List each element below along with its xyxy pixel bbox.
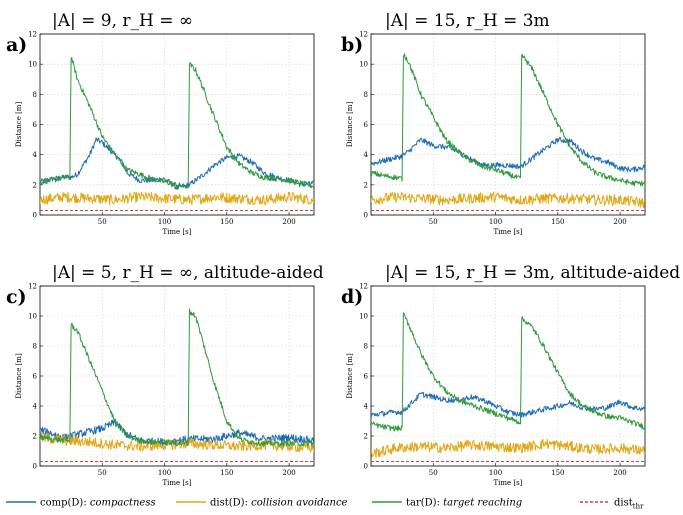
y-tick-label: 6 bbox=[33, 373, 38, 381]
x-tick-label: 150 bbox=[551, 469, 564, 477]
legend: comp(D): compactness dist(D): collision a… bbox=[6, 498, 644, 511]
series-line-target-reaching bbox=[371, 53, 645, 187]
x-tick-label: 100 bbox=[158, 469, 171, 477]
y-tick-label: 4 bbox=[364, 151, 369, 159]
y-tick-label: 4 bbox=[364, 403, 369, 411]
series-line-target-reaching bbox=[40, 57, 314, 189]
y-tick-label: 12 bbox=[359, 31, 368, 39]
legend-label-comp: comp(D): compactness bbox=[40, 498, 156, 509]
legend-label-thr: distthr bbox=[614, 498, 644, 511]
series-line-compactness bbox=[40, 137, 314, 191]
y-tick-label: 12 bbox=[28, 31, 37, 39]
panel-label: a) bbox=[6, 34, 27, 56]
x-tick-label: 150 bbox=[551, 218, 564, 226]
y-tick-label: 10 bbox=[28, 61, 37, 69]
y-tick-label: 8 bbox=[33, 91, 37, 99]
y-tick-label: 8 bbox=[364, 343, 368, 351]
chart-panel-d: 0 2 4 6 8 10 12 50 100 150 200 Time [s] Distance [m]… bbox=[341, 263, 680, 487]
chart-panel-c: 0 2 4 6 8 10 12 50 100 150 200 Time [s] Distance [m]… bbox=[6, 263, 324, 487]
series-line-target-reaching bbox=[371, 312, 645, 432]
y-tick-label: 2 bbox=[364, 433, 368, 441]
x-tick-label: 200 bbox=[282, 469, 295, 477]
x-tick-label: 100 bbox=[158, 218, 171, 226]
panel-title: |A| = 15, r_H = 3m, altitude-aided bbox=[385, 263, 680, 283]
y-axis-label: Distance [m] bbox=[15, 353, 23, 399]
panel-label: d) bbox=[341, 286, 363, 308]
y-tick-label: 8 bbox=[364, 91, 368, 99]
y-axis-label: Distance [m] bbox=[346, 353, 354, 399]
y-tick-label: 0 bbox=[33, 463, 37, 471]
y-tick-label: 4 bbox=[33, 403, 38, 411]
y-tick-label: 6 bbox=[33, 121, 38, 129]
x-axis-label: Time [s] bbox=[163, 228, 192, 236]
y-tick-label: 10 bbox=[28, 313, 37, 321]
series-line-target-reaching bbox=[40, 308, 314, 447]
x-axis-label: Time [s] bbox=[163, 479, 192, 487]
x-tick-label: 100 bbox=[489, 218, 502, 226]
chart-panel-b: 0 2 4 6 8 10 12 50 100 150 200 Time [s] Distance [m]… bbox=[341, 11, 646, 236]
y-tick-label: 0 bbox=[364, 463, 368, 471]
x-tick-label: 100 bbox=[489, 469, 502, 477]
y-tick-label: 6 bbox=[364, 373, 369, 381]
y-tick-label: 2 bbox=[33, 433, 37, 441]
y-tick-label: 6 bbox=[364, 121, 369, 129]
y-tick-label: 0 bbox=[33, 212, 37, 220]
x-axis-label: Time [s] bbox=[494, 479, 523, 487]
x-axis-label: Time [s] bbox=[494, 228, 523, 236]
series-line-collision-avoidance bbox=[371, 438, 645, 459]
y-tick-label: 8 bbox=[33, 343, 37, 351]
x-tick-label: 150 bbox=[220, 218, 233, 226]
x-tick-label: 200 bbox=[613, 469, 626, 477]
y-tick-label: 0 bbox=[364, 212, 368, 220]
panel-label: b) bbox=[341, 34, 363, 56]
x-tick-label: 200 bbox=[613, 218, 626, 226]
x-tick-label: 50 bbox=[98, 469, 107, 477]
x-tick-label: 150 bbox=[220, 469, 233, 477]
series-line-compactness bbox=[371, 391, 645, 418]
legend-label-dist: dist(D): collision avoidance bbox=[210, 498, 348, 509]
y-tick-label: 4 bbox=[33, 151, 38, 159]
y-axis-label: Distance [m] bbox=[15, 102, 23, 148]
x-tick-label: 50 bbox=[429, 469, 438, 477]
x-tick-label: 50 bbox=[98, 218, 107, 226]
x-tick-label: 50 bbox=[429, 218, 438, 226]
y-tick-label: 10 bbox=[359, 61, 368, 69]
panel-title: |A| = 9, r_H = ∞ bbox=[52, 11, 193, 31]
chart-panel-a: 0 2 4 6 8 10 12 50 100 150 200 Time [s] Distance [m]… bbox=[6, 11, 315, 236]
series-line-compactness bbox=[371, 136, 645, 173]
x-tick-label: 200 bbox=[282, 218, 295, 226]
y-tick-label: 10 bbox=[359, 313, 368, 321]
series-line-collision-avoidance bbox=[371, 191, 645, 209]
legend-label-tar: tar(D): target reaching bbox=[406, 498, 522, 509]
series-line-collision-avoidance bbox=[40, 191, 314, 206]
y-tick-label: 2 bbox=[364, 181, 368, 189]
panel-title: |A| = 15, r_H = 3m bbox=[385, 11, 550, 31]
y-axis-label: Distance [m] bbox=[346, 102, 354, 148]
panel-title: |A| = 5, r_H = ∞, altitude-aided bbox=[52, 263, 324, 283]
y-tick-label: 12 bbox=[28, 283, 37, 291]
panel-label: c) bbox=[6, 286, 27, 308]
y-tick-label: 2 bbox=[33, 181, 37, 189]
y-tick-label: 12 bbox=[359, 283, 368, 291]
series-line-compactness bbox=[40, 419, 314, 447]
